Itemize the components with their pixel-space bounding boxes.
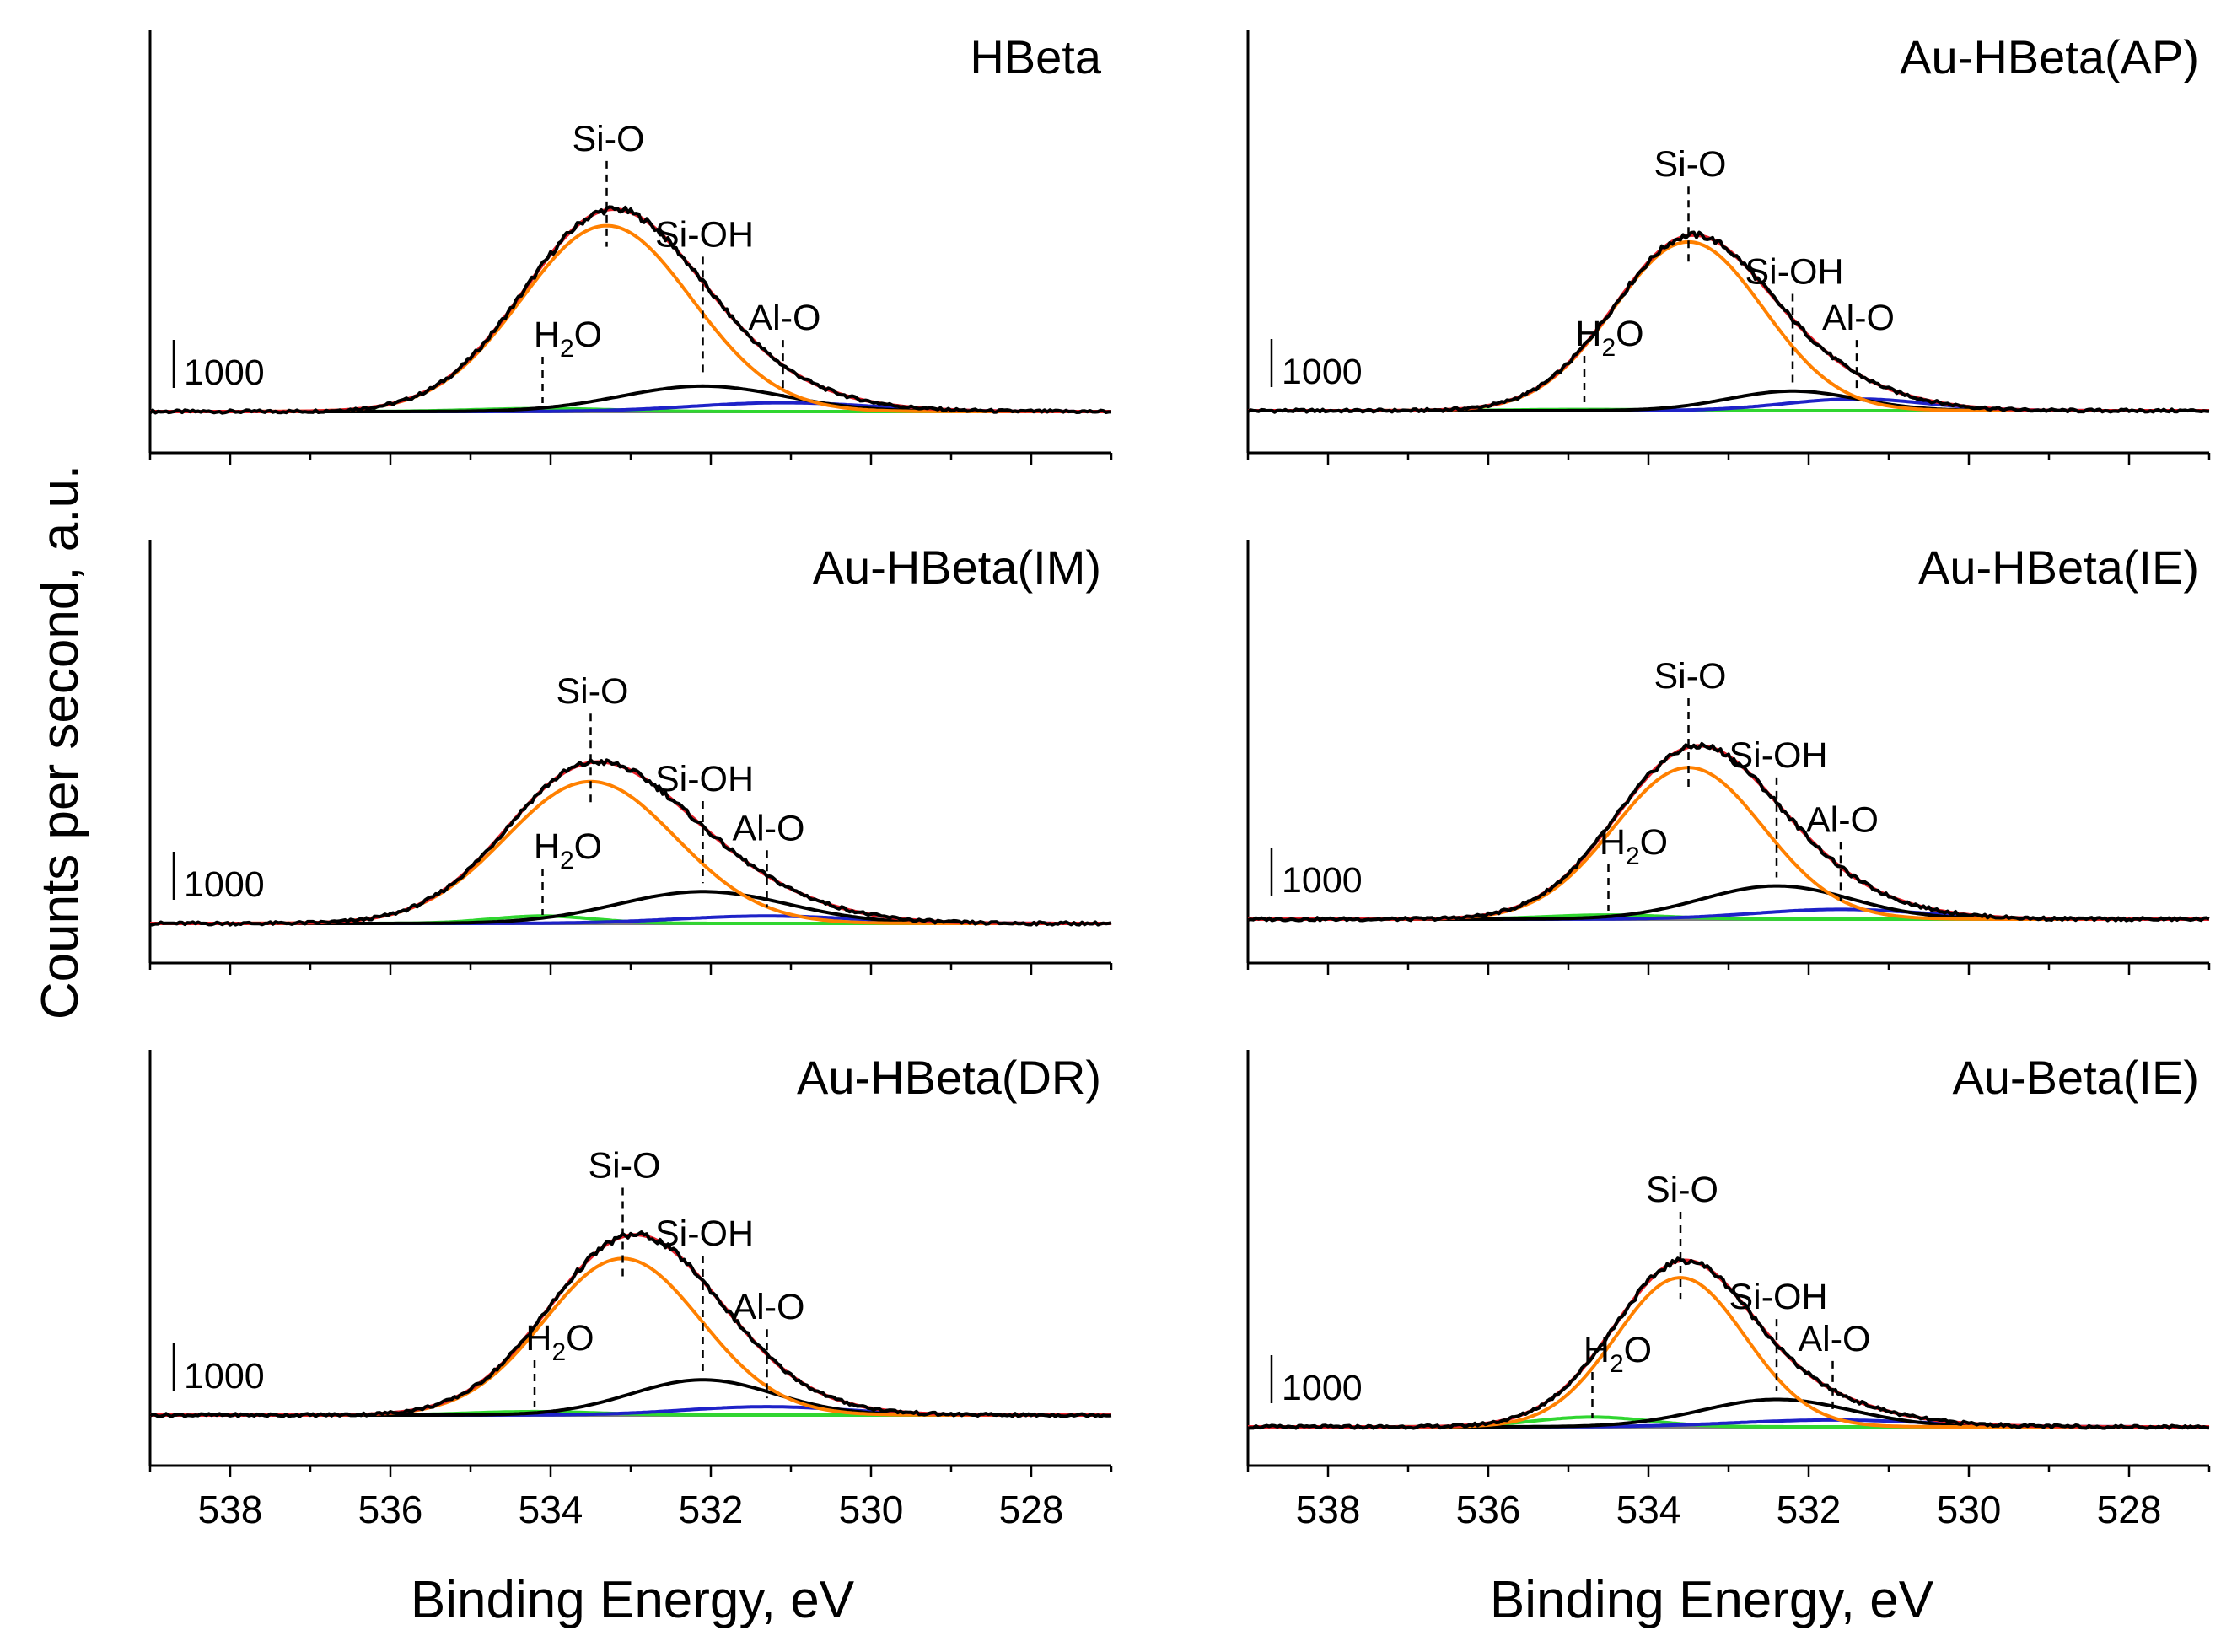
peak-label: H2O xyxy=(534,826,602,874)
experimental-curve xyxy=(148,1230,1112,1418)
scale-bar-label: 1000 xyxy=(184,1356,265,1396)
panel-title: Au-HBeta(IE) xyxy=(1918,541,2199,594)
experimental-curve xyxy=(1247,741,2210,923)
experimental-curve xyxy=(148,205,1111,415)
peak-label: H2O xyxy=(534,315,602,363)
x-tick-label: 534 xyxy=(519,1488,583,1531)
peak-label: Si-O xyxy=(1654,144,1727,185)
peak-label: H2O xyxy=(1600,822,1668,870)
panel-4: Au-HBeta(IE) 1000 Si-OSi-OH Al-O H2O xyxy=(1246,540,2211,975)
panel-title: Au-Beta(IE) xyxy=(1952,1051,2199,1104)
peak-label: Si-OH xyxy=(1729,1277,1827,1317)
x-tick-label: 538 xyxy=(1296,1488,1361,1531)
x-tick-label: 528 xyxy=(2097,1488,2162,1531)
peak-label: H2O xyxy=(1584,1330,1652,1378)
peak-label: Al-O xyxy=(733,1287,805,1327)
peak-label: Si-O xyxy=(557,671,629,712)
x-tick-label: 532 xyxy=(1777,1488,1842,1531)
scale-bar-label: 1000 xyxy=(1282,352,1363,392)
peak-label: Si-OH xyxy=(655,214,754,255)
x-axis-title-left: Binding Energy, eV xyxy=(411,1571,855,1629)
envelope-fit-curve xyxy=(150,760,1111,925)
panel-6: 538 536 534 532 530 528 Au-Beta(IE) 1000 Si-O Si-… xyxy=(1246,1050,2211,1531)
panel-grid: HBeta1000Si-OSi-OHAl-OH2OAu-HBeta(AP)100… xyxy=(148,30,2211,1531)
x-tick-label: 530 xyxy=(839,1488,904,1531)
y-axis-title: Counts per second, a.u. xyxy=(31,465,89,1020)
peak-label: Si-O xyxy=(1654,656,1727,697)
panel-2: Au-HBeta(AP) 1000 Si-O Si-OH Al-O H2O xyxy=(1246,30,2211,465)
envelope-fit-curve xyxy=(1248,233,2209,412)
panel-title: Au-HBeta(DR) xyxy=(797,1051,1101,1104)
peak-label: Si-O xyxy=(1646,1170,1718,1210)
peak-label: Al-O xyxy=(1799,1319,1871,1359)
peak-label: H2O xyxy=(1575,314,1643,362)
peak-label: Si-O xyxy=(573,119,645,159)
component-si-o-curve xyxy=(150,223,1111,413)
panel-title: Au-HBeta(IM) xyxy=(813,541,1101,594)
experimental-curve xyxy=(1247,1256,2210,1430)
envelope-fit-curve xyxy=(150,207,1111,413)
peak-label: Al-O xyxy=(733,808,805,848)
envelope-fit-curve xyxy=(150,1233,1111,1417)
component-si-oh-curve xyxy=(150,890,1111,925)
panel-5: 538 536 534 532 530 528 Au-HBeta(DR) 1000 Si-O Si… xyxy=(148,1050,1113,1531)
component-si-o-curve xyxy=(1248,239,2209,412)
x-tick-label: 538 xyxy=(198,1488,263,1531)
peak-label: Si-OH xyxy=(1745,251,1843,292)
scale-bar-label: 1000 xyxy=(1282,860,1363,901)
x-tick-label: 528 xyxy=(999,1488,1064,1531)
x-tick-label: 536 xyxy=(358,1488,423,1531)
x-tick-label: 534 xyxy=(1616,1488,1681,1531)
peak-label: Al-O xyxy=(1822,298,1895,338)
x-tick-label: 536 xyxy=(1456,1488,1521,1531)
scale-bar-label: 1000 xyxy=(184,352,265,393)
peak-label: Al-O xyxy=(1806,799,1879,840)
component-si-oh-curve xyxy=(150,1378,1111,1417)
panel-title: Au-HBeta(AP) xyxy=(1900,30,2199,83)
peak-label: Si-OH xyxy=(655,759,754,799)
peak-label: Al-O xyxy=(749,298,821,338)
x-axis-title-right: Binding Energy, eV xyxy=(1490,1571,1934,1629)
component-si-o-curve xyxy=(1248,766,2209,921)
panel-title: HBeta xyxy=(970,30,1101,83)
scale-bar-label: 1000 xyxy=(184,864,265,905)
peak-label: Si-OH xyxy=(655,1213,754,1254)
panel-3: Au-HBeta(IM) 1000 Si-O Si-OH Al-O H2O xyxy=(148,540,1113,975)
peak-label: Si-O xyxy=(589,1145,661,1186)
peak-label: Si-OH xyxy=(1729,735,1827,776)
experimental-curve xyxy=(1246,230,2210,414)
scale-bar-label: 1000 xyxy=(1282,1368,1363,1408)
peak-label: H2O xyxy=(525,1318,594,1366)
panel-1: HBeta 1000 Si-O Si-OH Al-O H2O xyxy=(148,30,1113,465)
component-si-o-curve xyxy=(150,1256,1111,1417)
experimental-curve xyxy=(149,758,1112,927)
x-tick-label: 530 xyxy=(1937,1488,2002,1531)
x-tick-label: 532 xyxy=(679,1488,744,1531)
component-si-oh-curve xyxy=(150,384,1111,413)
